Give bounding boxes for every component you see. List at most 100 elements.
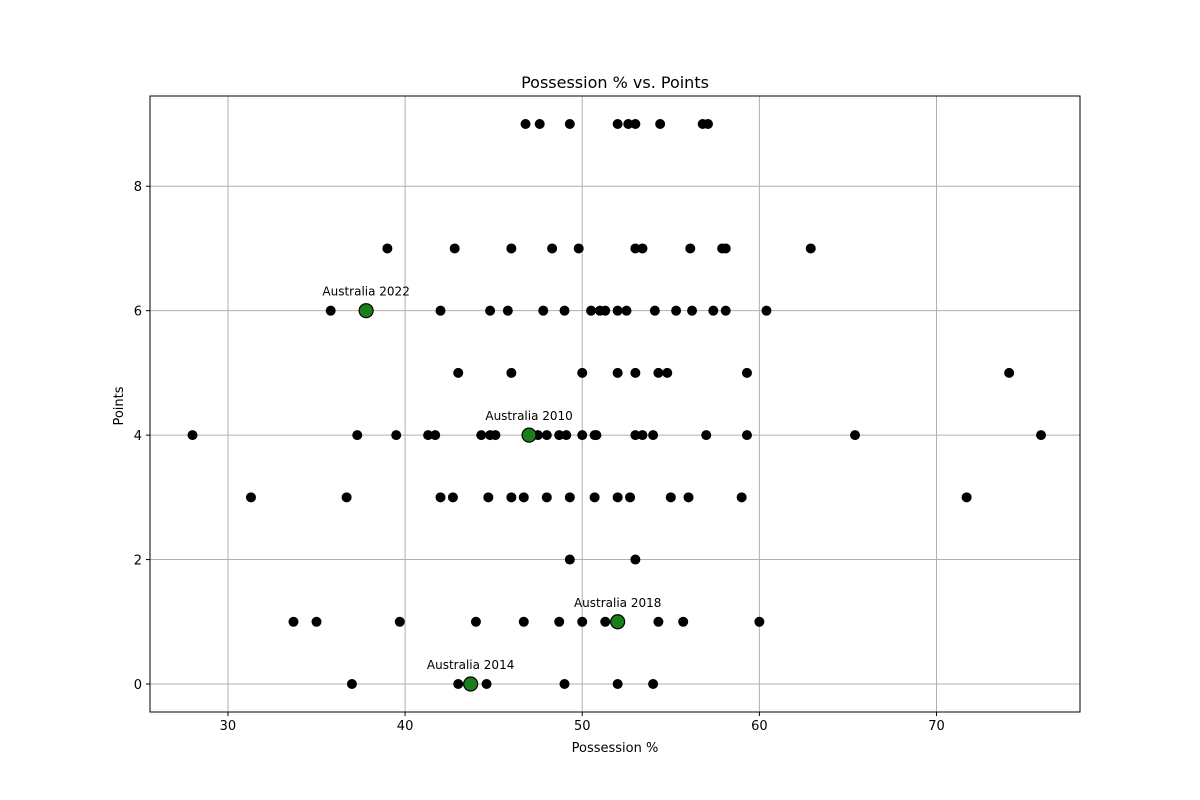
- data-point: [577, 367, 588, 378]
- highlight-label: Australia 2014: [427, 658, 514, 672]
- highlight-point: [358, 303, 374, 319]
- data-point: [311, 616, 322, 627]
- y-axis-label: Points: [112, 386, 127, 425]
- data-point: [961, 492, 972, 503]
- data-point: [391, 430, 402, 441]
- data-point: [625, 492, 636, 503]
- chart-title: Possession % vs. Points: [521, 73, 709, 92]
- data-point: [1036, 430, 1047, 441]
- data-point: [637, 243, 648, 254]
- data-point: [485, 305, 496, 316]
- data-point: [720, 305, 731, 316]
- data-point: [630, 119, 641, 129]
- data-point: [703, 119, 713, 129]
- x-tick-label: 30: [220, 719, 237, 734]
- y-tick-label: 2: [134, 554, 142, 569]
- data-point: [564, 119, 575, 129]
- data-point: [648, 430, 659, 441]
- data-point: [520, 119, 531, 129]
- data-point: [447, 492, 458, 503]
- data-point: [630, 430, 641, 441]
- data-point: [612, 305, 623, 316]
- data-point: [655, 119, 666, 129]
- data-point: [701, 430, 712, 441]
- annotations: Australia 2022 Australia 2010 Australia 20…: [322, 285, 661, 672]
- data-point: [623, 119, 634, 129]
- data-point: [591, 430, 602, 441]
- data-point: [341, 492, 352, 503]
- data-point: [850, 430, 861, 441]
- data-point: [506, 243, 517, 254]
- data-point: [649, 305, 660, 316]
- x-tick-label: 50: [574, 719, 591, 734]
- data-point: [541, 492, 552, 503]
- data-point: [559, 305, 570, 316]
- data-point: [671, 305, 682, 316]
- y-tick-label: 4: [134, 429, 142, 444]
- data-point: [720, 243, 731, 254]
- data-point: [476, 430, 487, 441]
- data-point: [534, 119, 545, 129]
- data-point: [600, 305, 611, 316]
- data-point: [506, 367, 517, 378]
- data-point: [630, 367, 641, 378]
- x-axis-label: Possession %: [572, 741, 659, 756]
- data-point: [423, 430, 434, 441]
- data-point: [518, 492, 529, 503]
- highlight-label: Australia 2018: [574, 596, 661, 610]
- x-tick-label: 60: [751, 719, 768, 734]
- data-point: [754, 616, 765, 627]
- data-point: [554, 616, 565, 627]
- data-point: [708, 305, 719, 316]
- data-point: [541, 430, 552, 441]
- data-point: [394, 616, 405, 627]
- data-point: [453, 367, 464, 378]
- data-point: [564, 554, 575, 565]
- data-point: [621, 305, 632, 316]
- y-tick-label: 6: [134, 305, 142, 320]
- data-point: [741, 367, 752, 378]
- highlight-point: [463, 676, 479, 692]
- data-point: [435, 305, 446, 316]
- data-point: [577, 430, 588, 441]
- data-point: [662, 367, 673, 378]
- data-point: [612, 679, 623, 689]
- data-point: [653, 616, 664, 627]
- data-point: [630, 554, 641, 565]
- data-point: [685, 243, 696, 254]
- data-point: [435, 492, 446, 503]
- data-point: [736, 492, 747, 503]
- data-point: [470, 616, 481, 627]
- data-point: [554, 430, 565, 441]
- data-point: [1004, 367, 1015, 378]
- data-point: [382, 243, 393, 254]
- data-point: [352, 430, 363, 441]
- data-point: [573, 243, 584, 254]
- x-tick-label: 70: [928, 719, 945, 734]
- data-point: [245, 492, 256, 503]
- data-point: [506, 492, 517, 503]
- data-point: [288, 616, 299, 627]
- data-point: [559, 679, 570, 689]
- data-points: [187, 119, 1047, 692]
- data-point: [449, 243, 460, 254]
- data-point: [346, 679, 357, 689]
- data-point: [483, 492, 494, 503]
- data-point: [600, 616, 611, 627]
- data-point: [612, 119, 623, 129]
- data-point: [683, 492, 694, 503]
- data-point: [561, 430, 572, 441]
- data-point: [187, 430, 198, 441]
- data-point: [502, 305, 513, 316]
- y-tick-label: 8: [134, 180, 142, 195]
- data-point: [805, 243, 816, 254]
- data-point: [761, 305, 772, 316]
- y-axis-ticks: 0 2 4 6 8: [134, 180, 150, 693]
- data-point: [665, 492, 676, 503]
- data-point: [612, 367, 623, 378]
- x-tick-label: 40: [397, 719, 414, 734]
- data-point: [577, 616, 588, 627]
- data-point: [612, 492, 623, 503]
- data-point: [564, 492, 575, 503]
